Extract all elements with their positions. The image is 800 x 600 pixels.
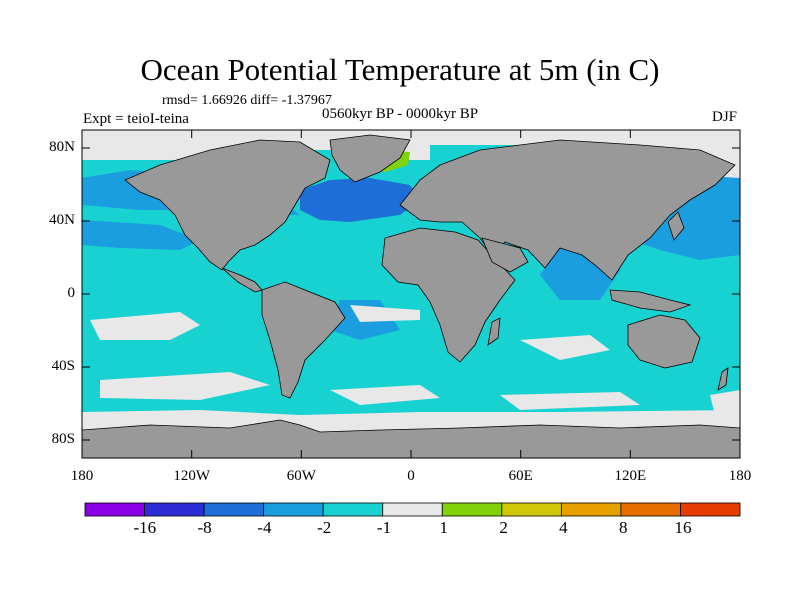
antarctica-landmass bbox=[82, 419, 740, 458]
colorbar-swatch bbox=[441, 502, 503, 517]
southern-neutral-patch-3 bbox=[520, 335, 610, 360]
season-label: DJF bbox=[712, 109, 738, 125]
colorbar-label: 8 bbox=[618, 518, 628, 537]
colorbar-swatch bbox=[144, 502, 205, 517]
eurasia-landmass bbox=[399, 139, 736, 281]
lon-tick-label: 60W bbox=[286, 468, 316, 484]
colorbar-swatch bbox=[680, 502, 741, 517]
colorbar-swatch bbox=[560, 502, 622, 517]
southern-neutral-patch-2 bbox=[350, 305, 420, 322]
africa-landmass bbox=[381, 227, 516, 363]
map-title: Ocean Potential Temperature at 5m (in C) bbox=[140, 52, 660, 87]
new-zealand-landmass bbox=[717, 367, 729, 391]
colorbar-label: -1 bbox=[376, 518, 392, 537]
lat-tick-label: 80N bbox=[49, 139, 75, 155]
colorbar bbox=[84, 502, 741, 517]
lat-tick-label: 40N bbox=[49, 212, 75, 228]
south-america-landmass bbox=[261, 281, 346, 399]
lon-tick-label: 120E bbox=[614, 468, 647, 484]
lon-tick-label: 120W bbox=[173, 468, 211, 484]
madagascar-landmass bbox=[487, 317, 501, 346]
lon-tick-label: 180 bbox=[728, 468, 752, 484]
north-america-landmass bbox=[124, 139, 331, 271]
colorbar-swatch bbox=[263, 502, 324, 517]
ocean-minus2-band-pacific-west bbox=[82, 220, 200, 250]
colorbar-swatch bbox=[501, 502, 562, 517]
colorbar-label: 4 bbox=[559, 518, 568, 537]
lat-tick-label: 40S bbox=[51, 358, 75, 374]
southern-neutral-patch-4 bbox=[100, 372, 270, 400]
colorbar-label: -16 bbox=[133, 518, 157, 537]
colorbar-label: 2 bbox=[499, 518, 508, 537]
colorbar-swatch bbox=[382, 502, 443, 517]
southern-neutral-patch-6 bbox=[500, 392, 640, 410]
period-label: 0560kyr BP - 0000kyr BP bbox=[322, 106, 479, 122]
colorbar-swatch bbox=[203, 502, 265, 517]
indonesia-landmass bbox=[609, 289, 692, 313]
colorbar-swatch bbox=[620, 502, 681, 517]
colorbar-label: 16 bbox=[674, 518, 692, 537]
colorbar-label: -4 bbox=[257, 518, 272, 537]
colorbar-label: -8 bbox=[197, 518, 212, 537]
ocean-minus4-band-atlantic bbox=[300, 178, 420, 222]
stats-label: rmsd= 1.66926 diff= -1.37967 bbox=[162, 93, 332, 108]
lat-tick-label: 0 bbox=[67, 285, 76, 301]
arabia-landmass bbox=[481, 237, 529, 273]
lon-tick-label: 0 bbox=[407, 468, 415, 484]
lat-tick-marks bbox=[82, 147, 740, 441]
greenland-landmass bbox=[329, 134, 411, 183]
colorbar-label: -2 bbox=[317, 518, 332, 537]
lon-tick-label: 180 bbox=[70, 468, 94, 484]
experiment-label: Expt = teioI-teina bbox=[83, 111, 189, 127]
lat-tick-label: 80S bbox=[51, 431, 75, 447]
colorbar-swatch bbox=[322, 502, 384, 517]
japan-landmass bbox=[667, 211, 685, 241]
australia-landmass bbox=[627, 314, 701, 369]
colorbar-label: 1 bbox=[439, 518, 449, 537]
lon-tick-marks bbox=[81, 130, 631, 458]
lon-tick-label: 60E bbox=[508, 468, 533, 484]
southern-neutral-patch-1 bbox=[90, 312, 200, 340]
southern-neutral-patch-5 bbox=[330, 385, 440, 405]
colorbar-swatch bbox=[84, 502, 145, 517]
land-masses bbox=[82, 134, 740, 458]
